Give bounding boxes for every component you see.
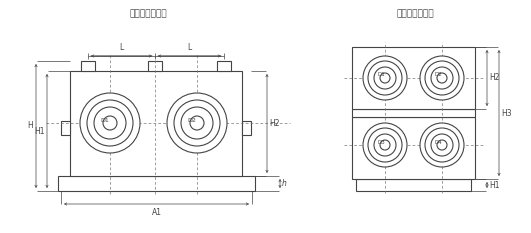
Circle shape <box>190 116 204 130</box>
Text: h: h <box>282 179 287 188</box>
Text: D1: D1 <box>377 72 385 78</box>
Text: 双层（双管夹）: 双层（双管夹） <box>396 9 434 18</box>
Bar <box>70 71 242 176</box>
Circle shape <box>374 67 396 89</box>
Circle shape <box>94 107 126 139</box>
Circle shape <box>181 107 213 139</box>
Text: L: L <box>187 43 192 52</box>
Circle shape <box>380 140 390 150</box>
Circle shape <box>425 128 459 162</box>
Bar <box>352 47 475 109</box>
Bar <box>217 61 231 71</box>
Circle shape <box>374 134 396 156</box>
Bar <box>352 117 475 179</box>
Text: D1: D1 <box>101 117 109 123</box>
Circle shape <box>80 93 140 153</box>
Text: H2: H2 <box>269 119 279 128</box>
Text: D3: D3 <box>377 140 385 144</box>
Circle shape <box>431 134 453 156</box>
Text: D4: D4 <box>434 140 442 144</box>
Circle shape <box>167 93 227 153</box>
Circle shape <box>437 140 447 150</box>
Circle shape <box>103 116 117 130</box>
Text: D2: D2 <box>434 72 442 78</box>
Text: H: H <box>27 121 33 130</box>
Circle shape <box>368 128 402 162</box>
Circle shape <box>363 123 407 167</box>
Circle shape <box>425 61 459 95</box>
Text: A1: A1 <box>151 208 161 217</box>
Text: H3: H3 <box>501 109 512 117</box>
Circle shape <box>368 61 402 95</box>
Circle shape <box>437 73 447 83</box>
Text: L: L <box>119 43 124 52</box>
Circle shape <box>420 123 464 167</box>
Bar <box>81 61 95 71</box>
Circle shape <box>420 56 464 100</box>
Text: H1: H1 <box>35 127 45 136</box>
Bar <box>61 121 70 135</box>
Bar <box>352 109 475 117</box>
Bar <box>58 176 255 191</box>
Text: D2: D2 <box>187 117 196 123</box>
Bar <box>242 121 251 135</box>
Circle shape <box>380 73 390 83</box>
Bar <box>148 61 162 71</box>
Text: H2: H2 <box>489 73 500 82</box>
Circle shape <box>431 67 453 89</box>
Circle shape <box>87 100 133 146</box>
Bar <box>356 179 471 191</box>
Text: 单层（双管夹）: 单层（双管夹） <box>129 9 167 18</box>
Text: H1: H1 <box>489 181 500 189</box>
Circle shape <box>174 100 220 146</box>
Circle shape <box>363 56 407 100</box>
